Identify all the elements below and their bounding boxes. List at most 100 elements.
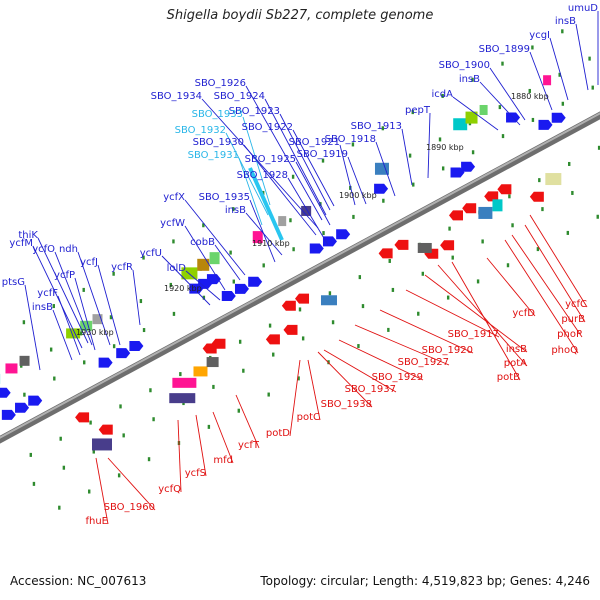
tick-mark	[446, 295, 450, 300]
tick-mark	[322, 231, 325, 236]
tick-mark	[321, 158, 325, 163]
tick-mark	[531, 117, 535, 122]
gene-label: SBO_1923	[229, 106, 280, 117]
gene-label: pepT	[405, 105, 431, 116]
gene-arrow	[0, 387, 11, 398]
gene-arrow	[281, 300, 296, 311]
gene-label: insB	[506, 344, 527, 355]
gene-label: ycfR	[111, 262, 133, 273]
tick-mark	[596, 214, 599, 219]
tick-mark	[117, 473, 121, 478]
gene-labels: 1930 kbp 1920 kbp 1910 kbp 1900 kbp 1890 kbp…	[2, 3, 599, 527]
gene-label: SBO_1930	[193, 137, 244, 148]
leader-line	[214, 244, 241, 281]
tick-mark	[272, 352, 275, 357]
gene-arrow	[265, 334, 280, 345]
label-leader-lines	[24, 11, 599, 525]
leader-line	[201, 98, 319, 229]
gene-arrow	[551, 112, 566, 123]
tick-mark	[358, 275, 362, 280]
leader-line	[504, 239, 579, 354]
tick-mark	[508, 194, 511, 199]
leader-line	[77, 251, 111, 346]
tick-mark	[361, 304, 365, 309]
tick-mark	[202, 223, 205, 228]
leader-line	[307, 359, 321, 421]
genome-summary-text: Topology: circular; Length: 4,519,823 bp…	[260, 574, 590, 588]
tick-mark	[351, 142, 355, 147]
gene-label: SBO_1925	[245, 154, 296, 165]
gene-box	[209, 252, 220, 265]
kbp-tick-label: 1910 kbp	[252, 239, 290, 248]
gene-arrow	[497, 184, 512, 195]
gene-box	[453, 118, 468, 131]
tick-mark	[297, 376, 300, 381]
leader-line	[424, 274, 528, 353]
tick-mark	[89, 420, 92, 425]
gene-label: SBO_1917	[448, 329, 499, 340]
tick-mark	[387, 327, 390, 332]
gene-label: SBO_1928	[237, 170, 288, 181]
tick-mark	[538, 178, 541, 183]
tick-mark	[438, 137, 442, 142]
leader-line	[287, 177, 329, 246]
gene-label: SBO_1960	[104, 502, 155, 513]
gene-label: ycfT	[238, 440, 260, 451]
tick-mark	[109, 315, 113, 320]
gene-box	[92, 314, 103, 325]
leader-line	[95, 457, 109, 525]
gene-box	[479, 104, 488, 115]
tick-mark	[32, 481, 36, 486]
gene-label: phoQ	[551, 345, 578, 356]
tick-mark	[202, 295, 206, 300]
leader-line	[52, 309, 73, 361]
tick-mark	[207, 424, 211, 429]
tick-mark	[511, 223, 514, 228]
tick-mark	[142, 255, 145, 260]
tick-mark	[232, 207, 235, 212]
gene-arrow	[221, 291, 236, 302]
tick-mark	[238, 339, 242, 344]
gene-label: ptsG	[2, 277, 25, 288]
leader-line	[354, 324, 450, 366]
gene-label: ycgI	[529, 30, 550, 41]
gene-arrow	[202, 343, 217, 354]
gene-arrow	[484, 191, 499, 202]
gene-box	[543, 75, 552, 86]
gene-label: potC	[297, 412, 320, 423]
leader-line	[524, 224, 586, 323]
tick-mark	[172, 239, 175, 244]
gene-label: SBO_1899	[479, 44, 530, 55]
gene-arrow	[378, 248, 393, 259]
gene-arrow	[529, 191, 544, 202]
tick-mark	[79, 331, 83, 336]
gene-arrow	[374, 183, 389, 194]
tick-mark	[501, 61, 504, 66]
tick-mark	[541, 207, 544, 212]
tick-mark	[381, 126, 385, 131]
leader-line	[511, 234, 583, 338]
tick-mark	[501, 134, 505, 139]
tick-mark	[88, 489, 91, 494]
gene-arrow	[98, 424, 113, 435]
gene-box	[374, 162, 389, 175]
leader-line	[575, 23, 589, 91]
gene-label: SBO_1921	[289, 137, 340, 148]
leader-line	[292, 129, 335, 207]
leader-line	[97, 264, 121, 346]
leader-line	[264, 98, 327, 216]
gene-box	[80, 320, 93, 331]
tick-mark	[268, 323, 272, 328]
gene-arrow	[462, 203, 477, 214]
leader-line	[347, 156, 367, 205]
gene-label: potB	[497, 372, 520, 383]
tick-mark	[147, 457, 151, 462]
tick-mark	[391, 287, 395, 292]
leader-line	[401, 128, 413, 186]
leader-line	[427, 112, 431, 179]
gene-label: ycfM	[9, 238, 33, 249]
gene-label: insB	[555, 16, 576, 27]
gene-box	[278, 216, 287, 227]
tick-mark	[142, 328, 146, 333]
